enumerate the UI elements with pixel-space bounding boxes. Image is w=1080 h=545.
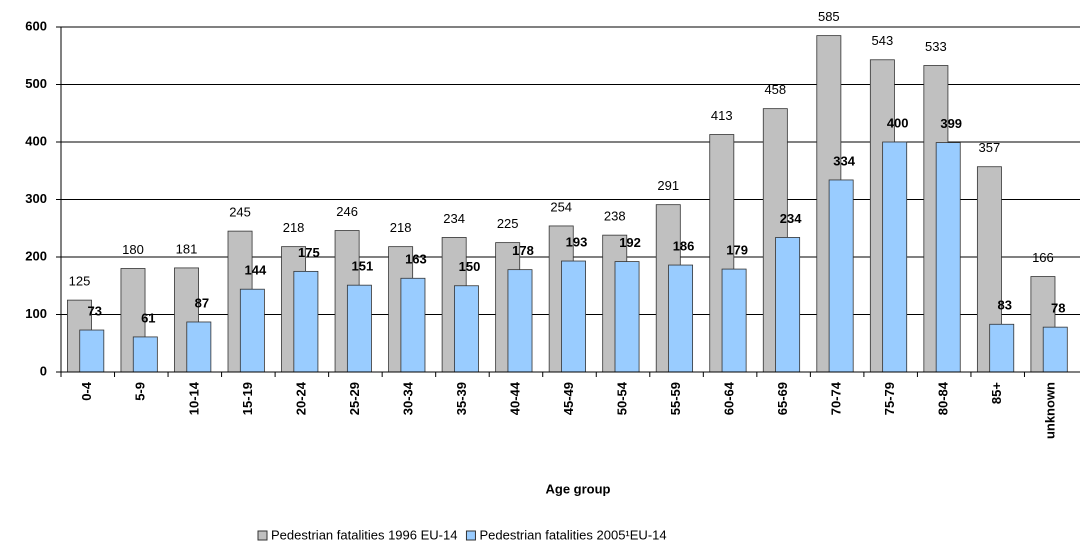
value-label: 218 <box>390 220 412 235</box>
bar <box>614 261 640 373</box>
bar <box>989 323 1015 373</box>
bar <box>828 179 854 373</box>
value-label: 458 <box>764 82 786 97</box>
value-label: 400 <box>887 115 909 130</box>
bar <box>400 277 426 373</box>
value-label: 357 <box>979 140 1001 155</box>
value-label: 193 <box>566 234 588 249</box>
x-tick-label: 50-54 <box>614 381 629 415</box>
value-label: 179 <box>726 243 748 258</box>
bar <box>935 142 961 373</box>
bar <box>507 269 533 373</box>
x-tick-label: 10-14 <box>186 381 201 415</box>
y-tick-label: 100 <box>25 306 47 321</box>
x-tick-label: 15-19 <box>240 382 255 415</box>
x-tick-label: 30-34 <box>400 381 415 415</box>
value-label: 125 <box>69 274 91 289</box>
bar <box>132 336 158 373</box>
bar <box>882 141 908 373</box>
bar <box>186 321 212 373</box>
bar <box>293 270 319 373</box>
value-label: 245 <box>229 205 251 220</box>
value-label: 585 <box>818 9 840 24</box>
value-label: 192 <box>619 235 641 250</box>
x-tick-label: 60-64 <box>722 381 737 415</box>
value-label: 144 <box>245 263 267 278</box>
legend-swatch <box>257 530 268 541</box>
value-label: 87 <box>195 295 209 310</box>
y-tick-label: 400 <box>25 133 47 148</box>
value-label: 246 <box>336 204 358 219</box>
bar <box>346 284 372 373</box>
value-label: 234 <box>443 211 465 226</box>
bar <box>1042 326 1068 373</box>
value-label: 234 <box>780 211 802 226</box>
x-tick-label: 85+ <box>989 382 1004 404</box>
value-label: 291 <box>657 178 679 193</box>
x-tick-label: 55-59 <box>668 382 683 415</box>
y-tick-label: 600 <box>25 18 47 33</box>
legend-label: Pedestrian fatalities 2005¹EU-14 <box>479 527 666 542</box>
y-tick-label: 0 <box>40 363 47 378</box>
x-tick-label: 45-49 <box>561 382 576 415</box>
bar <box>79 329 105 373</box>
x-axis-title: Age group <box>546 481 611 496</box>
x-tick-label: 25-29 <box>347 382 362 415</box>
value-label: 218 <box>283 220 305 235</box>
value-label: 186 <box>673 238 695 253</box>
legend: Pedestrian fatalities 1996 EU-14 Pedestri… <box>257 527 667 542</box>
x-tick-label: 70-74 <box>829 381 844 415</box>
value-label: 83 <box>997 298 1011 313</box>
bar <box>668 264 694 373</box>
value-label: 166 <box>1032 250 1054 265</box>
value-label: 254 <box>550 199 572 214</box>
x-tick-label: unknown <box>1043 382 1058 439</box>
bar <box>775 237 801 373</box>
value-label: 151 <box>352 259 374 274</box>
bar <box>239 288 265 373</box>
bar <box>561 260 586 373</box>
value-label: 180 <box>122 242 144 257</box>
x-tick-label: 35-39 <box>454 382 469 415</box>
value-label: 178 <box>512 243 534 258</box>
x-tick-label: 40-44 <box>507 381 522 415</box>
legend-swatch <box>465 530 476 541</box>
value-label: 533 <box>925 39 947 54</box>
x-tick-label: 0-4 <box>79 381 94 401</box>
value-label: 399 <box>940 116 962 131</box>
value-label: 413 <box>711 108 733 123</box>
value-label: 150 <box>459 259 481 274</box>
x-tick-label: 75-79 <box>882 382 897 415</box>
value-label: 73 <box>88 303 102 318</box>
y-tick-label: 300 <box>25 191 47 206</box>
bar <box>454 285 479 373</box>
bar <box>721 268 747 373</box>
value-label: 238 <box>604 209 626 224</box>
value-label: 163 <box>405 252 427 267</box>
x-tick-label: 5-9 <box>133 382 148 401</box>
value-label: 334 <box>833 153 855 168</box>
y-tick-label: 500 <box>25 76 47 91</box>
value-label: 543 <box>872 33 894 48</box>
value-label: 78 <box>1051 301 1065 316</box>
legend-label: Pedestrian fatalities 1996 EU-14 <box>271 527 457 542</box>
value-label: 61 <box>141 310 155 325</box>
value-label: 225 <box>497 216 519 231</box>
x-tick-label: 80-84 <box>936 381 951 415</box>
value-label: 181 <box>176 241 198 256</box>
x-tick-label: 65-69 <box>775 382 790 415</box>
x-tick-label: 20-24 <box>293 381 308 415</box>
y-tick-label: 200 <box>25 248 47 263</box>
value-label: 175 <box>298 245 320 260</box>
